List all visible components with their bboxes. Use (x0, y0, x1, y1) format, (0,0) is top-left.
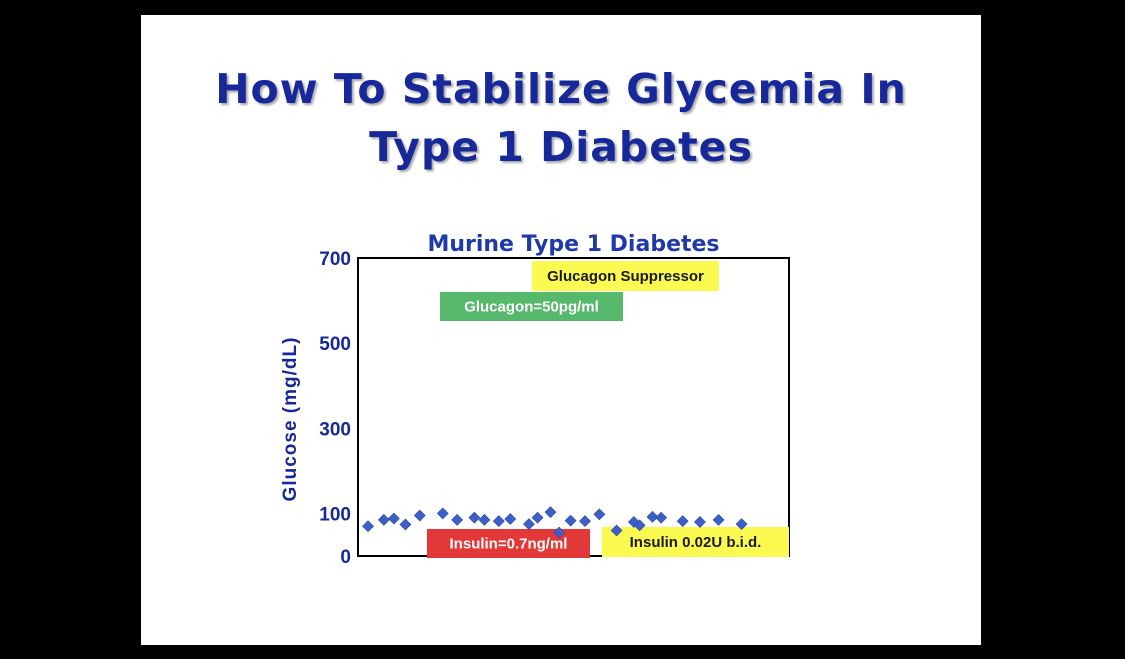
data-point (387, 512, 400, 525)
data-point (610, 524, 623, 537)
data-point (735, 518, 748, 530)
data-point (676, 515, 689, 528)
data-point (413, 509, 426, 522)
data-point (451, 513, 464, 526)
data-point (579, 515, 591, 528)
annotation-box (440, 292, 623, 321)
data-point (492, 515, 505, 528)
data-point (655, 511, 668, 524)
annotation-box (532, 261, 719, 291)
data-point (633, 519, 646, 532)
glucose-scatter-chart: Murine Type 1 Diabetes 0 100 300 500 700 Gluco… (280, 232, 790, 568)
slide-title-line-1: How To Stabilize Glycemia In (215, 65, 907, 113)
annotation-label: Glucagon=50pg/ml (464, 299, 599, 316)
data-point (593, 508, 606, 521)
data-point (399, 518, 412, 531)
data-point (564, 514, 577, 527)
annotation-box (602, 527, 789, 557)
data-point (694, 516, 706, 528)
annotation-label: Insulin=0.7ng/ml (450, 536, 568, 553)
annotation-label: Glucagon Suppressor (547, 268, 704, 285)
data-point (646, 510, 659, 523)
y-tick-label: 700 (319, 249, 351, 270)
data-point (553, 526, 566, 539)
data-point (712, 513, 725, 526)
data-point (362, 520, 374, 533)
slide-title-line-2: Type 1 Diabetes (369, 123, 753, 171)
y-tick-label: 100 (319, 504, 351, 525)
data-point (377, 513, 390, 526)
data-point (523, 518, 535, 530)
data-point (544, 506, 557, 519)
y-tick-label: 300 (319, 419, 351, 440)
y-axis-label: Glucose (mg/dL) (280, 337, 301, 502)
data-point (531, 511, 544, 524)
y-tick-label: 500 (319, 334, 351, 355)
data-point (468, 511, 481, 524)
annotation-label: Insulin 0.02U b.i.d. (630, 534, 762, 551)
chart-title: Murine Type 1 Diabetes (427, 232, 719, 257)
data-point (478, 513, 491, 526)
y-tick-label: 0 (340, 547, 351, 568)
data-point (436, 507, 449, 520)
data-point (504, 513, 517, 525)
slide: How To Stabilize Glycemia In Type 1 Diab… (141, 15, 981, 645)
